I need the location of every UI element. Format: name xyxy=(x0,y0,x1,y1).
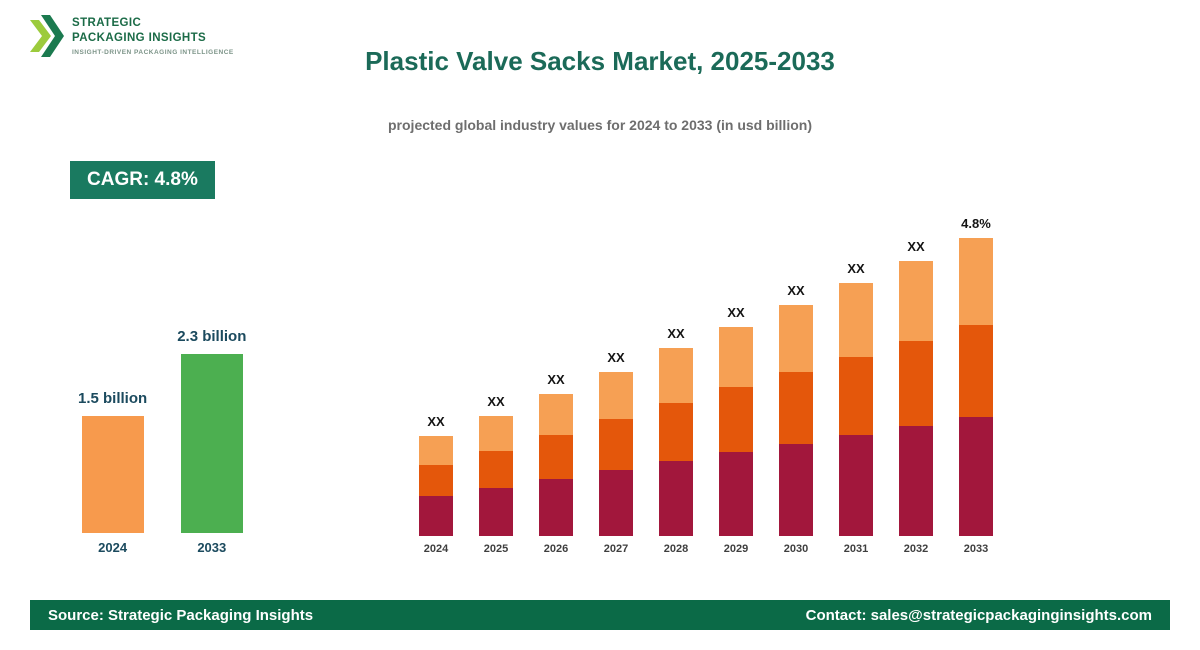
stacked-bar xyxy=(899,261,933,536)
comparison-chart: 1.5 billion 2024 2.3 billion 2033 xyxy=(78,328,246,555)
bar-value-label: XX xyxy=(727,305,745,320)
chevron-logo-icon xyxy=(30,15,64,57)
bar-segment-top xyxy=(839,283,873,357)
bar-segment-middle xyxy=(719,387,753,452)
bar-segment-middle xyxy=(839,357,873,435)
bar-segment-middle xyxy=(419,465,453,496)
bar-segment-top xyxy=(479,416,513,451)
stacked-bar-group: XX 2029 xyxy=(718,305,754,555)
bar-segment-bottom xyxy=(959,417,993,536)
logo-line-1: STRATEGIC xyxy=(72,16,142,29)
bar-value-label: XX xyxy=(907,239,925,254)
bar-segment-bottom xyxy=(659,461,693,536)
axis-year-label: 2031 xyxy=(843,543,869,555)
page-subtitle: projected global industry values for 202… xyxy=(388,117,812,133)
stacked-bar-group: XX 2026 xyxy=(538,372,574,555)
axis-year-label: 2029 xyxy=(723,543,749,555)
bar-segment-middle xyxy=(959,325,993,417)
axis-year-label: 2033 xyxy=(197,540,227,555)
axis-year-label: 2032 xyxy=(903,543,929,555)
bar-value-label: XX xyxy=(787,283,805,298)
bar-segment-top xyxy=(959,238,993,325)
page-title: Plastic Valve Sacks Market, 2025-2033 xyxy=(365,46,835,76)
bar-value-label: XX xyxy=(847,261,865,276)
bar-value-label: 4.8% xyxy=(961,216,991,231)
stacked-bar-group: XX 2025 xyxy=(478,394,514,555)
logo-text: STRATEGIC PACKAGING INSIGHTS INSIGHT-DRI… xyxy=(72,16,234,57)
bar-segment-middle xyxy=(599,419,633,470)
stacked-bar-group: 4.8% 2033 xyxy=(958,216,994,555)
source-text: Source: Strategic Packaging Insights xyxy=(48,606,314,624)
bar-segment-bottom xyxy=(839,435,873,536)
comparison-bar xyxy=(180,354,243,533)
bar-segment-top xyxy=(599,372,633,419)
bar-segment-middle xyxy=(539,435,573,479)
bar-segment-middle xyxy=(899,341,933,426)
bar-segment-bottom xyxy=(719,452,753,536)
axis-year-label: 2024 xyxy=(98,540,128,555)
bar-segment-top xyxy=(719,327,753,387)
bar-value-label: 2.3 billion xyxy=(177,328,247,345)
stacked-bar-group: XX 2030 xyxy=(778,283,814,555)
logo-tagline: INSIGHT-DRIVEN PACKAGING INTELLIGENCE xyxy=(72,49,234,57)
bar-segment-top xyxy=(779,305,813,372)
stacked-bar-group: XX 2027 xyxy=(598,350,634,555)
footer-bar: Source: Strategic Packaging Insights Con… xyxy=(30,600,1170,630)
stacked-bar xyxy=(779,305,813,536)
stacked-bar xyxy=(599,372,633,536)
bar-segment-top xyxy=(659,348,693,403)
comparison-bar-group: 1.5 billion 2024 xyxy=(78,390,147,555)
bar-value-label: XX xyxy=(487,394,505,409)
axis-year-label: 2024 xyxy=(423,543,449,555)
bar-segment-bottom xyxy=(899,426,933,536)
bar-segment-bottom xyxy=(419,496,453,536)
stacked-bar xyxy=(839,283,873,536)
bar-segment-bottom xyxy=(599,470,633,536)
stacked-bar xyxy=(479,416,513,536)
bar-value-label: XX xyxy=(427,414,445,429)
bar-segment-bottom xyxy=(539,479,573,536)
stacked-bar xyxy=(419,436,453,536)
bar-segment-top xyxy=(419,436,453,465)
cagr-badge: CAGR: 4.8% xyxy=(70,161,215,199)
stacked-bar-group: XX 2024 xyxy=(418,414,454,555)
stacked-bar-group: XX 2028 xyxy=(658,326,694,555)
axis-year-label: 2027 xyxy=(603,543,629,555)
bar-segment-top xyxy=(899,261,933,341)
axis-year-label: 2030 xyxy=(783,543,809,555)
bar-value-label: XX xyxy=(547,372,565,387)
bar-segment-bottom xyxy=(479,488,513,536)
stacked-bar xyxy=(719,327,753,536)
bar-segment-top xyxy=(539,394,573,435)
contact-email[interactable]: Contact: sales@strategicpackaginginsight… xyxy=(805,606,1152,624)
stacked-bar-group: XX 2032 xyxy=(898,239,934,555)
axis-year-label: 2028 xyxy=(663,543,689,555)
bar-segment-middle xyxy=(479,451,513,488)
bar-segment-middle xyxy=(779,372,813,444)
stacked-bar xyxy=(659,348,693,536)
axis-year-label: 2033 xyxy=(963,543,989,555)
bar-segment-bottom xyxy=(779,444,813,536)
bar-value-label: XX xyxy=(607,350,625,365)
axis-year-label: 2025 xyxy=(483,543,509,555)
stacked-bar xyxy=(959,238,993,536)
stacked-bar xyxy=(539,394,573,536)
company-logo: STRATEGIC PACKAGING INSIGHTS INSIGHT-DRI… xyxy=(30,14,234,58)
axis-year-label: 2026 xyxy=(543,543,569,555)
bar-segment-middle xyxy=(659,403,693,461)
bar-value-label: 1.5 billion xyxy=(78,390,148,407)
stacked-chart: XX 2024 XX 2025 XX 2026 XX 2027 XX 2028 XX 2029 XX 20… xyxy=(418,216,994,555)
bar-value-label: XX xyxy=(667,326,685,341)
comparison-bar-group: 2.3 billion 2033 xyxy=(177,328,246,555)
logo-line-2: PACKAGING INSIGHTS xyxy=(72,31,207,44)
stacked-bar-group: XX 2031 xyxy=(838,261,874,555)
comparison-bar xyxy=(81,416,144,533)
